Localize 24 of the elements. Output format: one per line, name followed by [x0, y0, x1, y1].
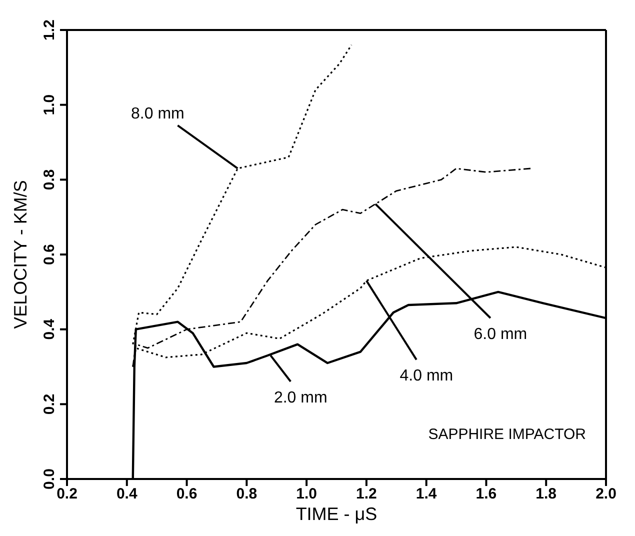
x-tick-label: 1.6 [476, 486, 497, 503]
x-tick-label: 1.8 [536, 486, 557, 503]
y-tick-label: 0.0 [41, 468, 58, 490]
x-tick-label: 1.2 [356, 486, 377, 503]
x-tick-label: 1.4 [416, 486, 438, 503]
x-tick-label: 0.2 [56, 486, 78, 503]
annotation: 8.0 mm [131, 105, 184, 122]
y-tick-label: 1.2 [41, 20, 58, 40]
y-tick-label: 0.2 [41, 394, 58, 415]
x-axis-title: TIME - μS [296, 504, 378, 524]
annotation: 6.0 mm [474, 326, 528, 343]
x-tick-label: 0.6 [176, 486, 198, 503]
y-tick-label: 0.6 [41, 244, 58, 265]
x-tick-label: 2.0 [596, 486, 616, 503]
x-tick-label: 0.4 [116, 486, 138, 503]
y-tick-label: 1.0 [41, 94, 58, 116]
annotation: 4.0 mm [400, 368, 454, 385]
y-tick-label: 0.8 [41, 169, 58, 190]
x-tick-label: 1.0 [296, 486, 317, 503]
y-axis-title: VELOCITY - KM/S [10, 180, 30, 329]
annotation: SAPPHIRE IMPACTOR [428, 426, 586, 443]
annotation: 2.0 mm [274, 390, 328, 407]
x-tick-label: 0.8 [236, 486, 258, 503]
y-tick-label: 0.4 [41, 318, 58, 340]
